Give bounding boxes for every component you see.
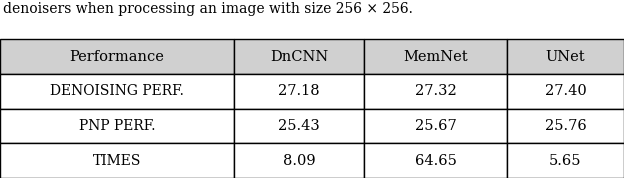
Text: denoisers when processing an image with size 256 × 256.: denoisers when processing an image with …: [3, 2, 413, 16]
